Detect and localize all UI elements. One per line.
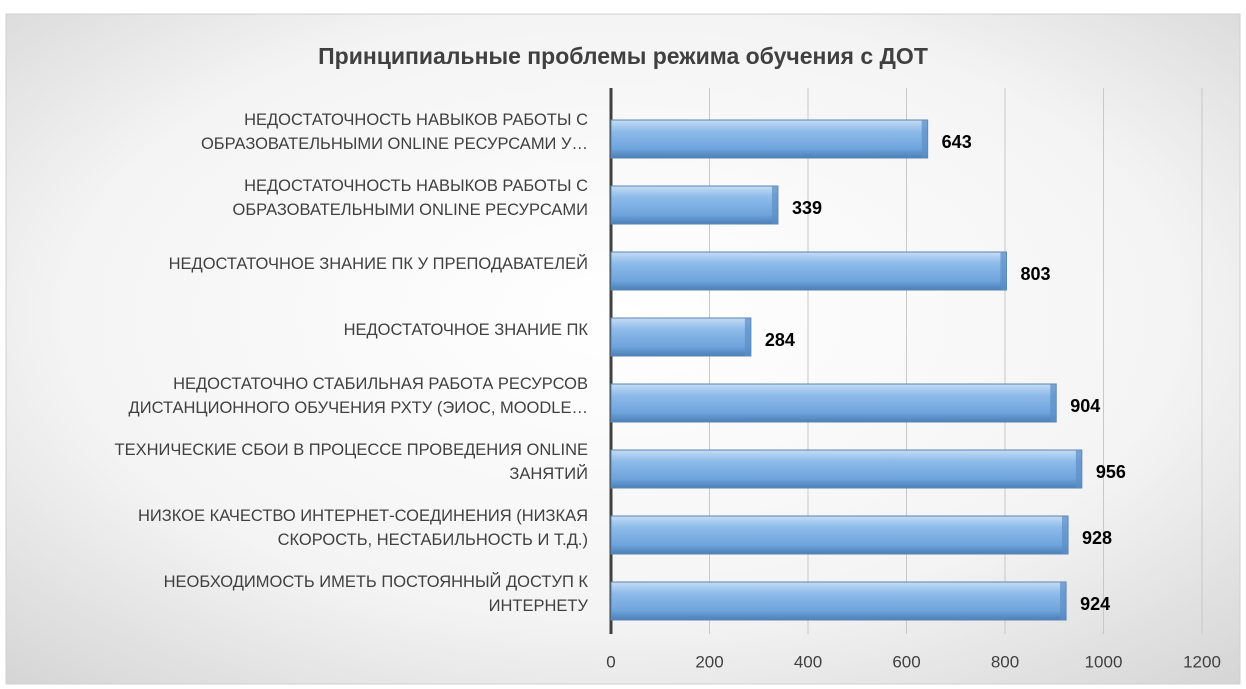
bar <box>610 581 1067 621</box>
bar-end <box>1000 252 1007 290</box>
y-tick-label: НЕДОСТАТОЧНОСТЬ НАВЫКОВ РАБОТЫ С ОБРАЗОВА… <box>201 111 588 153</box>
data-label: 339 <box>792 198 822 218</box>
x-tick-label: 800 <box>991 652 1019 671</box>
bar-end <box>744 318 751 356</box>
bar-end <box>1060 582 1067 620</box>
x-tick-label: 600 <box>892 652 920 671</box>
data-label: 904 <box>1070 396 1100 416</box>
x-tick-label: 0 <box>606 652 615 671</box>
bar <box>610 185 779 225</box>
y-tick-label: НИЗКОЕ КАЧЕСТВО ИНТЕРНЕТ-СОЕДИНЕНИЯ (НИЗ… <box>138 507 588 549</box>
bar <box>610 119 929 159</box>
data-label: 284 <box>765 330 795 350</box>
bar <box>610 515 1069 555</box>
bar <box>610 317 752 357</box>
data-label: 643 <box>942 132 972 152</box>
bar-end <box>771 186 778 224</box>
x-tick-label: 1000 <box>1085 652 1123 671</box>
bar-end <box>921 120 928 158</box>
bar-end <box>1050 384 1057 422</box>
bar <box>610 449 1083 489</box>
x-tick-label: 400 <box>794 652 822 671</box>
y-tick-label: ТЕХНИЧЕСКИЕ СБОИ В ПРОЦЕССЕ ПРОВЕДЕНИЯ O… <box>115 441 588 483</box>
y-tick-label: НЕДОСТАТОЧНОЕ ЗНАНИЕ ПК У ПРЕПОДАВАТЕЛЕЙ <box>169 254 588 273</box>
bar-end <box>1075 450 1082 488</box>
data-label: 928 <box>1082 528 1112 548</box>
bar <box>610 251 1007 291</box>
y-tick-label: НЕДОСТАТОЧНОЕ ЗНАНИЕ ПК <box>344 321 589 339</box>
chart-title: Принципиальные проблемы режима обучения … <box>318 43 928 69</box>
y-tick-label: НЕДОСТАТОЧНО СТАБИЛЬНАЯ РАБОТА РЕСУРСОВ Д… <box>129 375 588 417</box>
x-tick-label: 1200 <box>1183 652 1221 671</box>
x-tick-label: 200 <box>695 652 723 671</box>
data-label: 924 <box>1080 594 1110 614</box>
data-label: 803 <box>1020 264 1050 284</box>
data-label: 956 <box>1096 462 1126 482</box>
bar-end <box>1062 516 1069 554</box>
bar <box>610 383 1057 423</box>
y-tick-label: НЕДОСТАТОЧНОСТЬ НАВЫКОВ РАБОТЫ С ОБРАЗОВА… <box>233 177 589 219</box>
